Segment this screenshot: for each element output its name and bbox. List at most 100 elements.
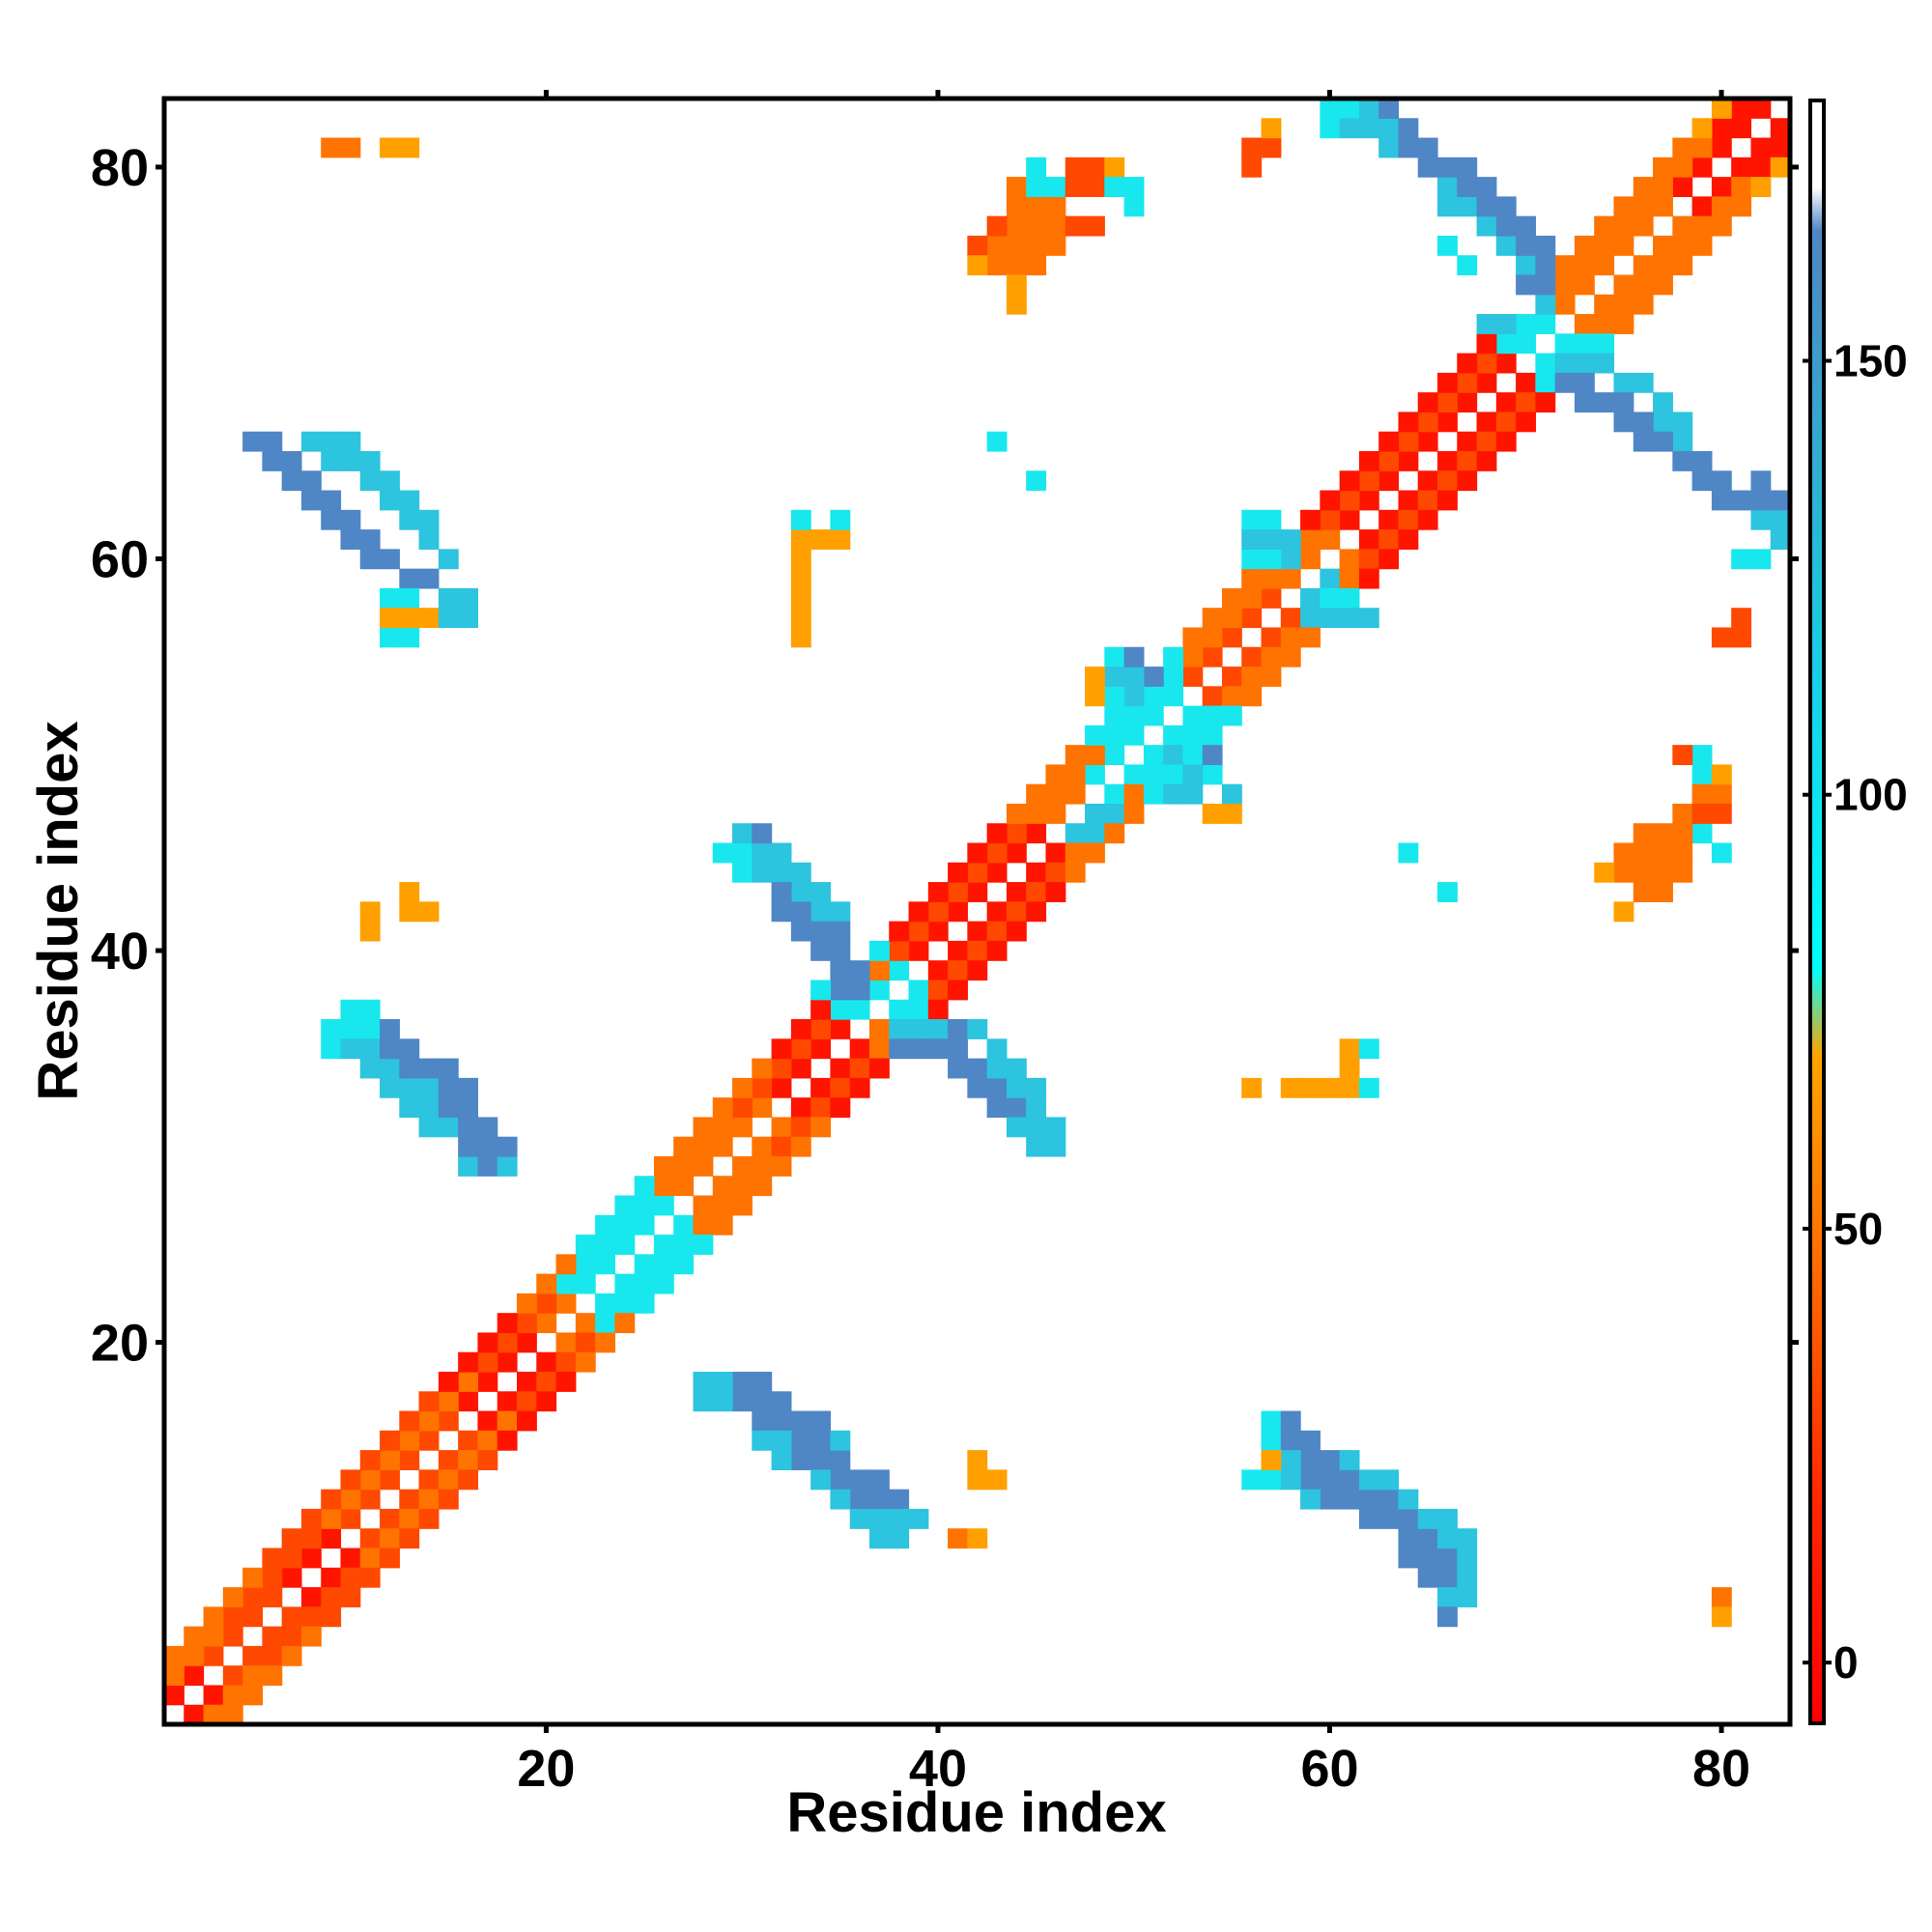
x-tick-label: 20 xyxy=(517,1740,575,1798)
heatmap-cell xyxy=(340,1548,361,1569)
heatmap-cell xyxy=(458,587,479,609)
heatmap-cell xyxy=(889,1528,910,1549)
heatmap-cell xyxy=(1691,803,1713,824)
heatmap-cell xyxy=(359,1489,381,1510)
heatmap-cell xyxy=(908,901,929,923)
heatmap-cell xyxy=(967,1528,988,1549)
heatmap-cell xyxy=(1691,137,1713,158)
heatmap-cell xyxy=(1085,842,1105,864)
heatmap-cell xyxy=(477,1332,498,1353)
heatmap-cell xyxy=(908,921,929,942)
heatmap-cell xyxy=(399,1410,420,1432)
heatmap-cell xyxy=(849,1058,870,1079)
heatmap-cell xyxy=(1711,137,1732,158)
heatmap-cell xyxy=(418,1391,440,1412)
heatmap-cell xyxy=(300,470,322,492)
heatmap-cell xyxy=(1554,294,1576,315)
heatmap-cell xyxy=(438,1117,459,1138)
heatmap-cell xyxy=(1261,1469,1282,1491)
heatmap-cell xyxy=(1045,842,1066,864)
heatmap-cell xyxy=(1123,196,1145,217)
heatmap-cell xyxy=(300,1508,322,1529)
heatmap-cell xyxy=(830,1489,851,1510)
heatmap-cell xyxy=(1516,372,1536,393)
heatmap-cell xyxy=(790,862,811,883)
heatmap-cell xyxy=(1241,587,1263,609)
heatmap-cell xyxy=(458,1372,479,1392)
heatmap-cell xyxy=(752,1410,773,1432)
heatmap-cell xyxy=(222,1626,243,1647)
heatmap-cell xyxy=(359,1567,381,1588)
heatmap-cell xyxy=(321,1019,342,1039)
heatmap-cell xyxy=(1457,470,1478,492)
colorbar-tick-label: 50 xyxy=(1833,1204,1883,1254)
heatmap-cell xyxy=(458,1136,479,1157)
heatmap-cell xyxy=(359,549,381,570)
heatmap-cell xyxy=(1613,314,1634,334)
heatmap-cell xyxy=(908,1038,929,1060)
heatmap-cell xyxy=(1026,235,1047,256)
heatmap-cell xyxy=(1711,842,1732,864)
heatmap-cell xyxy=(575,1254,596,1275)
heatmap-cell xyxy=(1339,568,1360,589)
heatmap-cell xyxy=(203,1606,224,1628)
heatmap-cell xyxy=(790,509,811,530)
heatmap-cell xyxy=(1437,235,1458,256)
heatmap-cell xyxy=(595,1332,615,1353)
heatmap-cell xyxy=(948,980,968,1001)
heatmap-cell xyxy=(1417,470,1438,492)
heatmap-cell xyxy=(1182,646,1204,668)
heatmap-cell xyxy=(790,921,811,942)
heatmap-cell xyxy=(203,1645,224,1666)
heatmap-cell xyxy=(732,1176,753,1197)
heatmap-cell xyxy=(1633,294,1654,315)
heatmap-cell xyxy=(1535,294,1556,315)
heatmap-cell xyxy=(967,235,988,256)
heatmap-cell xyxy=(1026,156,1047,178)
heatmap-cell xyxy=(418,1077,440,1098)
heatmap-cell xyxy=(438,1489,459,1510)
heatmap-cell xyxy=(575,1313,596,1334)
heatmap-cell xyxy=(1026,803,1047,824)
heatmap-cell xyxy=(1398,431,1419,452)
heatmap-cell xyxy=(1457,177,1478,197)
heatmap-cell xyxy=(242,1645,263,1666)
heatmap-cell xyxy=(849,1489,870,1510)
heatmap-cell xyxy=(1476,333,1497,355)
heatmap-cell xyxy=(555,1372,577,1392)
heatmap-cell xyxy=(693,1195,714,1216)
heatmap-cell xyxy=(948,1019,968,1039)
heatmap-cell xyxy=(321,137,342,158)
heatmap-cell xyxy=(1731,177,1752,197)
heatmap-cell xyxy=(497,1410,518,1432)
colorbar-tick-label: 0 xyxy=(1833,1637,1859,1688)
heatmap-cell xyxy=(1104,667,1125,687)
heatmap-cell xyxy=(418,509,440,530)
heatmap-cell xyxy=(1398,509,1419,530)
heatmap-cell xyxy=(300,1587,322,1607)
heatmap-cell xyxy=(203,1685,224,1706)
heatmap-cell xyxy=(1653,823,1673,844)
heatmap-cell xyxy=(849,1038,870,1060)
heatmap-cell xyxy=(1574,235,1595,256)
heatmap-cell xyxy=(1085,215,1105,237)
heatmap-cell xyxy=(986,235,1008,256)
heatmap-cell xyxy=(1495,392,1517,413)
heatmap-cell xyxy=(1672,842,1693,864)
heatmap-cell xyxy=(458,1351,479,1373)
heatmap-cell xyxy=(536,1391,557,1412)
heatmap-cell xyxy=(1339,490,1360,511)
heatmap-cell xyxy=(281,470,302,492)
heatmap-cell xyxy=(1554,333,1576,355)
heatmap-cell xyxy=(771,1155,792,1177)
heatmap-cell xyxy=(673,1214,695,1236)
heatmap-cell xyxy=(830,960,851,981)
heatmap-cell xyxy=(477,1155,498,1177)
heatmap-cell xyxy=(340,1489,361,1510)
heatmap-cell xyxy=(614,1195,636,1216)
heatmap-cell xyxy=(868,1019,890,1039)
heatmap-cell xyxy=(967,1058,988,1079)
heatmap-cell xyxy=(868,1469,890,1491)
heatmap-cell xyxy=(693,1214,714,1236)
heatmap-cell xyxy=(1320,568,1341,589)
